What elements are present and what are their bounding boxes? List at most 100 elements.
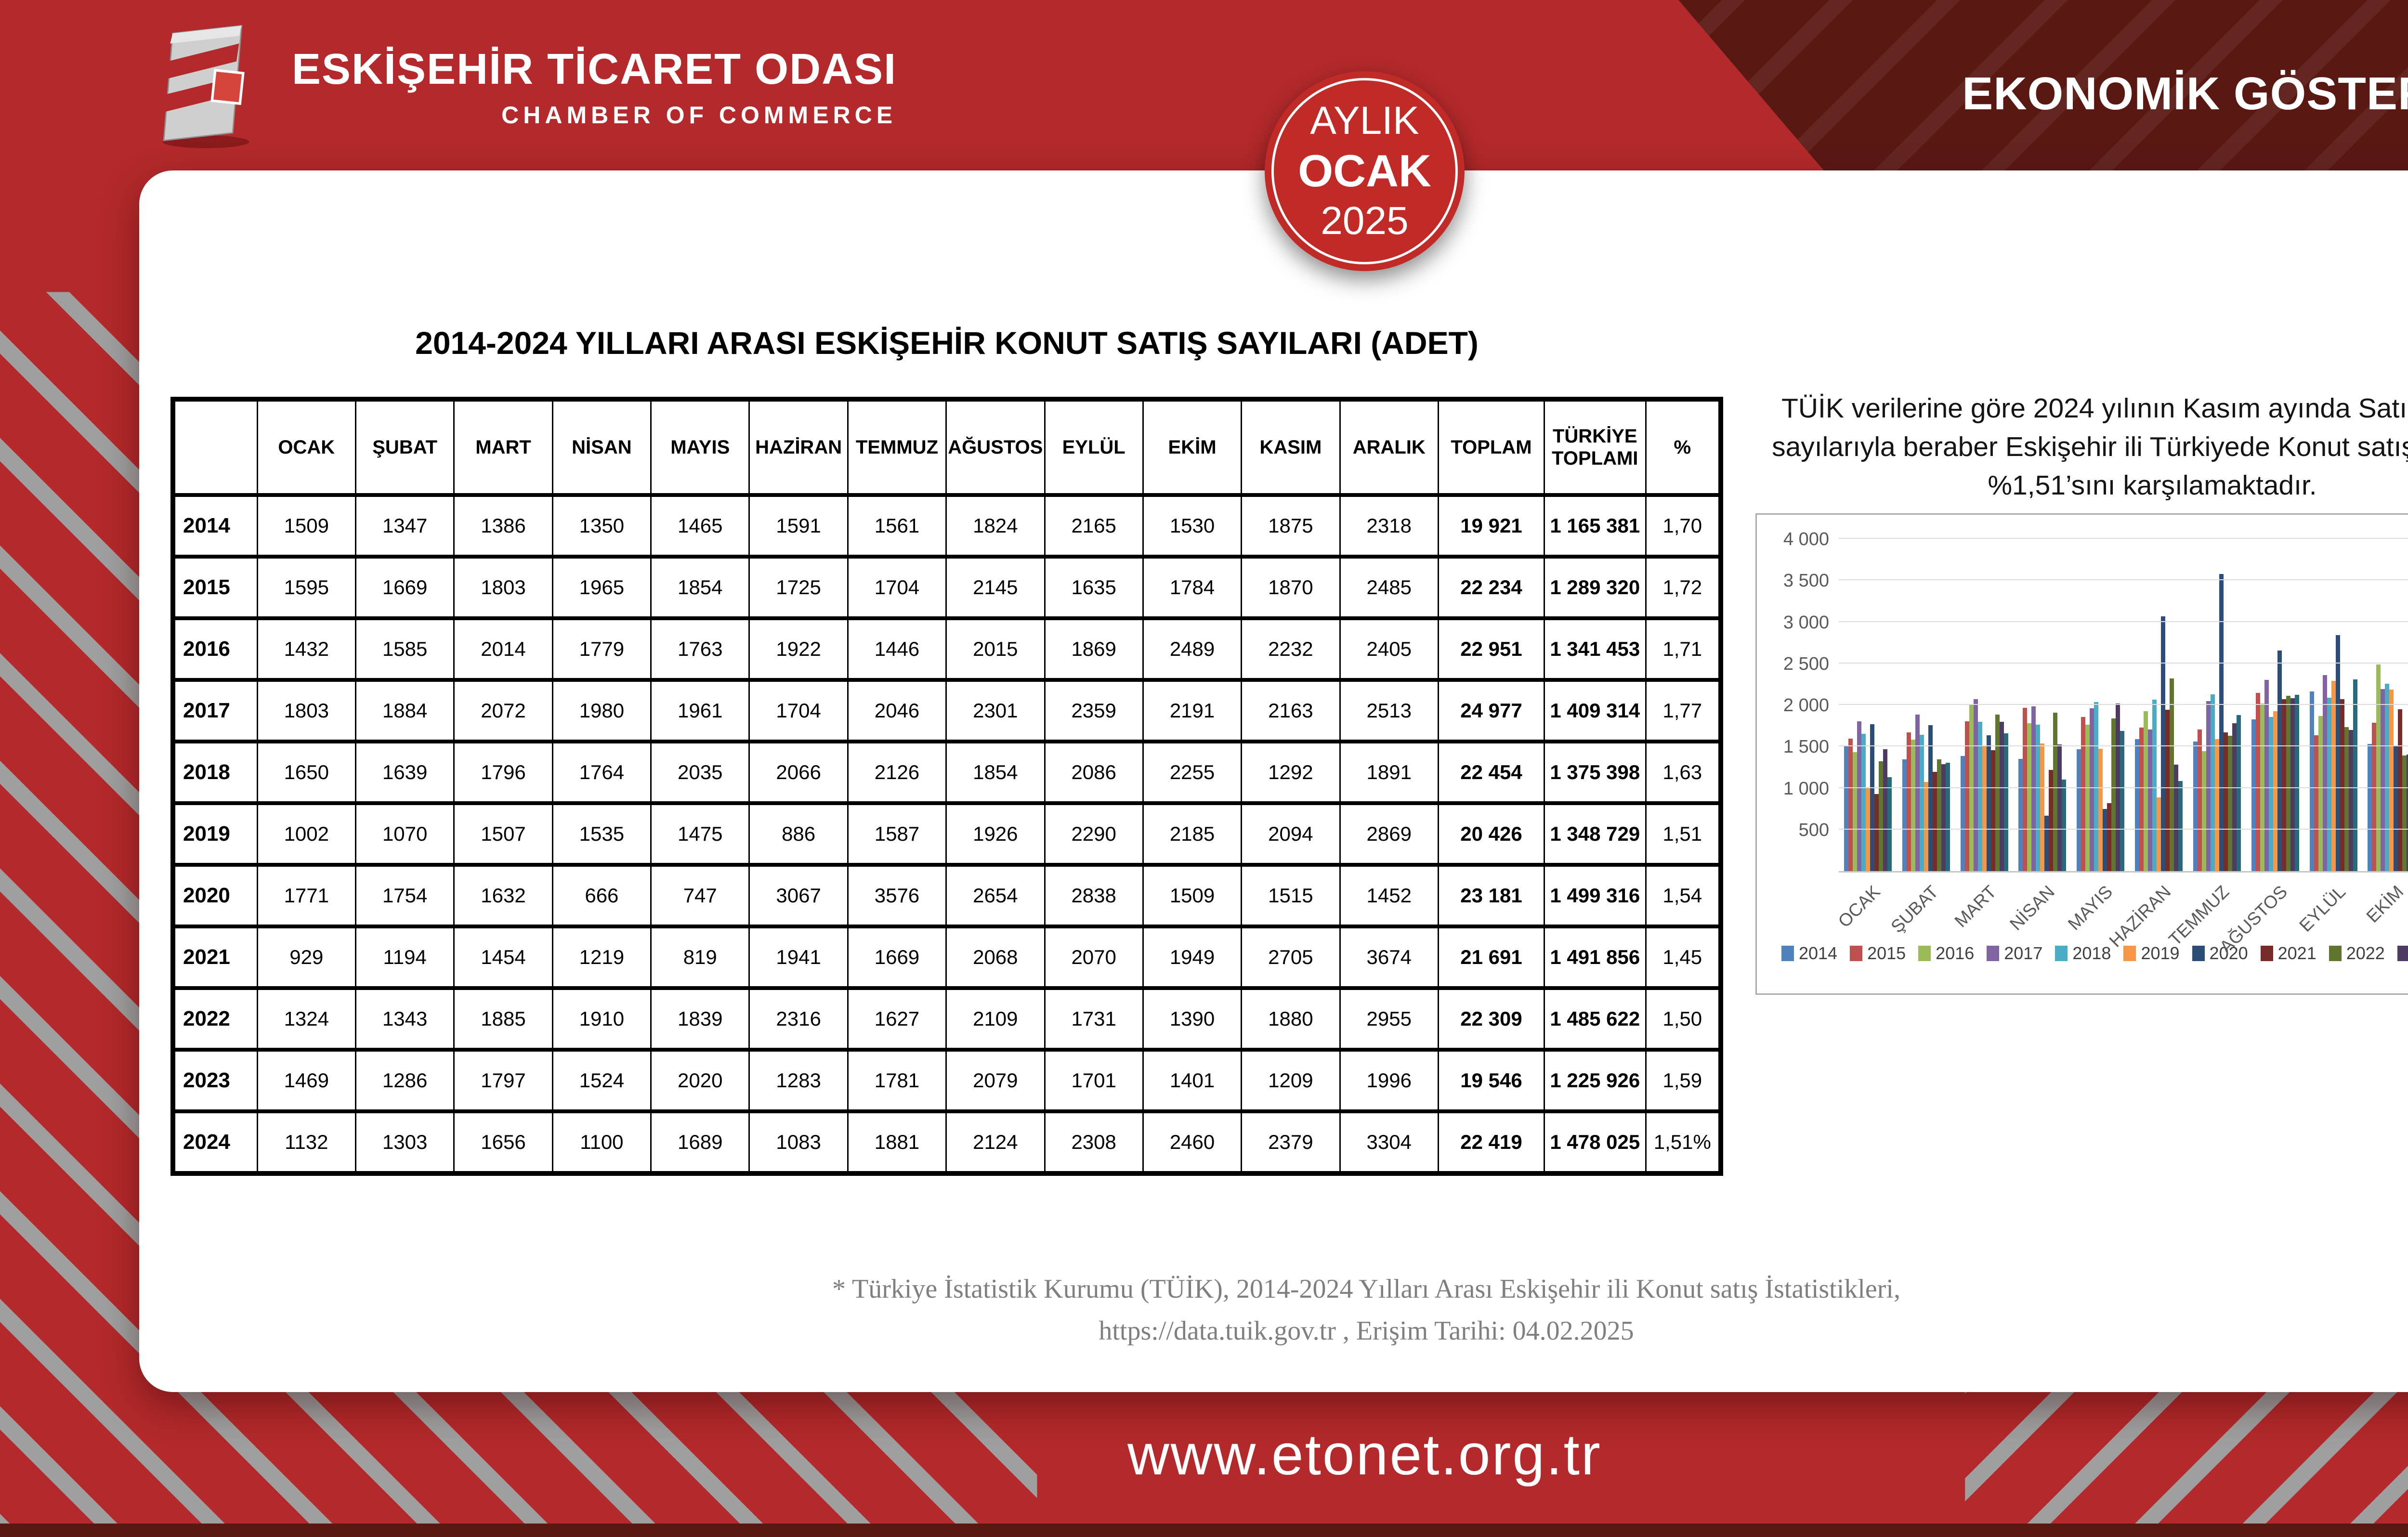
- bar-2021-eylül: [2340, 699, 2344, 871]
- bar-2014-mart: [1960, 756, 1965, 871]
- value-cell: 2191: [1142, 678, 1243, 742]
- value-cell: 1632: [453, 863, 553, 926]
- value-cell: 2086: [1044, 740, 1144, 803]
- bar-2014-hazi̇ran: [2135, 739, 2140, 871]
- value-cell: 1965: [551, 555, 652, 618]
- value-cell: 1454: [453, 925, 553, 988]
- value-cell: 1509: [256, 493, 356, 557]
- value-cell: 1881: [847, 1109, 947, 1173]
- turkiye-total-cell: 1 491 856: [1544, 925, 1647, 988]
- bar-group-hazi̇ran: [2130, 539, 2188, 871]
- value-cell: 1779: [551, 616, 652, 680]
- value-cell: 2485: [1339, 555, 1439, 618]
- org-name: ESKİŞEHİR TİCARET ODASI: [292, 45, 897, 93]
- legend-swatch-icon: [2260, 946, 2273, 961]
- month-header: EKİM: [1142, 397, 1243, 495]
- chart-plot-area: [1839, 538, 2408, 873]
- legend-label: 2018: [2072, 943, 2111, 963]
- year-cell: 2018: [172, 740, 258, 803]
- turkiye-total-cell: 1 165 381: [1544, 493, 1647, 557]
- month-header: HAZİRAN: [748, 397, 849, 495]
- table-title: 2014-2024 YILLARI ARASI ESKİŞEHİR KONUT …: [415, 325, 1479, 361]
- x-axis-label: MART: [1950, 882, 2001, 931]
- bar-2018-temmuz: [2210, 694, 2215, 871]
- bar-2019-mart: [1982, 746, 1987, 871]
- bar-2019-eki̇m: [2389, 690, 2394, 871]
- bar-2017-eki̇m: [2381, 689, 2385, 871]
- bar-2024-ocak: [1887, 777, 1892, 871]
- value-cell: 1784: [1142, 555, 1243, 618]
- bar-2021-ocak: [1874, 794, 1879, 871]
- total-cell: 22 454: [1437, 740, 1545, 803]
- bar-group-eylül: [2304, 539, 2363, 871]
- bar-2019-temmuz: [2214, 739, 2219, 871]
- bar-2015-temmuz: [2197, 729, 2202, 871]
- value-cell: 3576: [847, 863, 947, 926]
- value-cell: 1656: [453, 1109, 553, 1173]
- value-cell: 1347: [354, 493, 455, 557]
- turkiye-total-cell: 1 225 926: [1544, 1048, 1647, 1111]
- bar-2024-ni̇san: [2062, 780, 2067, 871]
- y-gridline: [1839, 579, 2408, 581]
- value-cell: 1132: [256, 1109, 356, 1173]
- footnote-line-2: https://data.tuik.gov.tr , Erişim Tarihi…: [1099, 1316, 1634, 1346]
- bar-2015-mayis: [2081, 717, 2086, 871]
- bar-2019-şubat: [1924, 782, 1928, 871]
- pct-cell: 1,51: [1645, 801, 1722, 865]
- y-axis-tick-label: 3 500: [1783, 571, 1829, 591]
- value-cell: 1587: [847, 801, 947, 865]
- table-row: 2021 929 1194 1454 1219 819 1941 1669 2068 2070 19…: [172, 925, 1722, 988]
- legend-label: 2019: [2141, 943, 2180, 963]
- value-cell: 2460: [1142, 1109, 1243, 1173]
- website-url: www.etonet.org.tr: [1127, 1422, 1602, 1487]
- org-text: ESKİŞEHİR TİCARET ODASI CHAMBER OF COMME…: [292, 45, 897, 129]
- value-cell: 1704: [748, 678, 849, 742]
- value-cell: 1283: [748, 1048, 849, 1111]
- bar-2014-ocak: [1844, 746, 1848, 871]
- value-cell: 2513: [1339, 678, 1439, 742]
- value-cell: 1922: [748, 616, 849, 680]
- bar-2018-mayis: [2094, 702, 2099, 871]
- pct-cell: 1,63: [1645, 740, 1722, 803]
- summary-note: TÜİK verilerine göre 2024 yılının Kasım …: [1772, 393, 2408, 501]
- bar-2020-mayis: [2103, 809, 2107, 871]
- value-cell: 2035: [650, 740, 750, 803]
- bar-2019-eylül: [2331, 681, 2336, 871]
- y-axis-tick-label: 1 000: [1783, 778, 1829, 799]
- value-cell: 886: [748, 801, 849, 865]
- bar-2014-eki̇m: [2368, 744, 2372, 871]
- value-cell: 1669: [354, 555, 455, 618]
- table-row: 2024 1132 1303 1656 1100 1689 1083 1881 2124 2308…: [172, 1109, 1722, 1173]
- y-axis-tick-label: 3 000: [1783, 612, 1829, 633]
- bar-2014-temmuz: [2193, 742, 2198, 871]
- value-cell: 1386: [453, 493, 553, 557]
- bar-2022-eylül: [2344, 727, 2349, 871]
- bar-2015-eki̇m: [2372, 723, 2377, 871]
- bar-2021-ağustos: [2281, 699, 2286, 871]
- value-cell: 1839: [650, 986, 750, 1050]
- org-subtitle: CHAMBER OF COMMERCE: [501, 102, 897, 129]
- value-cell: 2838: [1044, 863, 1144, 926]
- legend-swatch-icon: [2123, 946, 2136, 961]
- pct-cell: 1,70: [1645, 493, 1722, 557]
- value-cell: 3674: [1339, 925, 1439, 988]
- bar-2023-ağustos: [2290, 698, 2295, 871]
- legend-item-2019: 2019: [2123, 943, 2180, 964]
- value-cell: 2255: [1142, 740, 1243, 803]
- value-cell: 3304: [1339, 1109, 1439, 1173]
- legend-item-2016: 2016: [1918, 943, 1974, 964]
- y-gridline: [1839, 828, 2408, 830]
- pct-cell: 1,50: [1645, 986, 1722, 1050]
- bar-2017-şubat: [1915, 715, 1920, 871]
- bar-2015-mart: [1964, 721, 1969, 871]
- legend-swatch-icon: [2329, 946, 2342, 961]
- pct-cell: 1,77: [1645, 678, 1722, 742]
- value-cell: 1961: [650, 678, 750, 742]
- x-axis-label: EYLÜL: [2295, 882, 2350, 936]
- table-row: 2016 1432 1585 2014 1779 1763 1922 1446 2015 1869…: [172, 616, 1722, 680]
- monthly-badge: AYLIK OCAK 2025: [1265, 71, 1465, 271]
- bar-2022-ocak: [1878, 761, 1883, 871]
- badge-month: OCAK: [1298, 145, 1431, 196]
- bar-2019-ni̇san: [2040, 743, 2045, 871]
- value-cell: 3067: [748, 863, 849, 926]
